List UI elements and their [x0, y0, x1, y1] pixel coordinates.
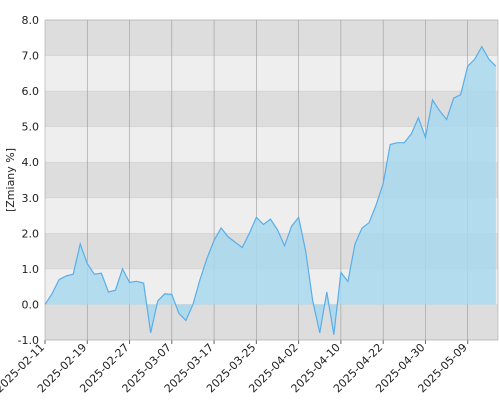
y-tick-label: 1.0	[22, 263, 40, 276]
band	[45, 55, 498, 92]
band	[45, 20, 498, 56]
y-tick-label: 5.0	[22, 121, 40, 134]
band	[45, 304, 498, 340]
y-tick-label: 0.0	[22, 298, 40, 311]
y-tick-label: 3.0	[22, 192, 40, 205]
y-tick-label: 8.0	[22, 14, 40, 27]
y-tick-label: -1.0	[18, 334, 39, 347]
y-tick-label: 2.0	[22, 227, 40, 240]
y-tick-label: 6.0	[22, 85, 40, 98]
area	[45, 46, 496, 335]
band	[45, 91, 498, 127]
y-tick-label: 7.0	[22, 50, 40, 63]
plot-frame	[44, 19, 499, 341]
line	[44, 45, 497, 335]
y-axis-label: [Zmiany %]	[4, 148, 17, 212]
y-tick-label: 4.0	[22, 156, 40, 169]
